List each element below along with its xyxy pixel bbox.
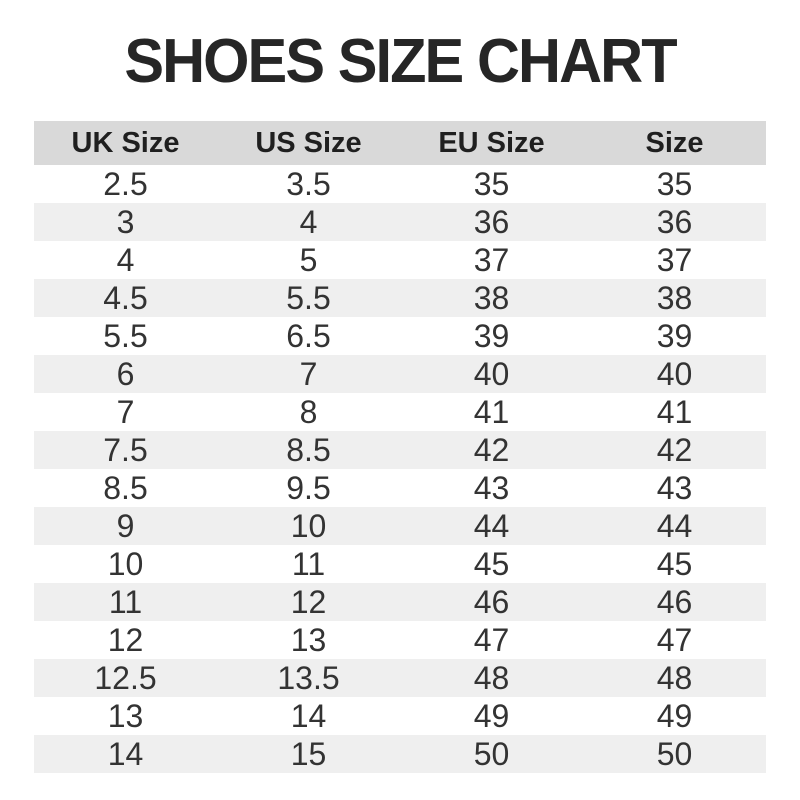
size-cell: 47 [656, 622, 693, 658]
size-cell: 9 [116, 508, 135, 544]
size-cell: 4.5 [103, 280, 148, 316]
size-cell: 37 [473, 242, 510, 278]
header-cell-us-size: US Size [217, 121, 400, 165]
size-cell: 45 [656, 546, 693, 582]
size-cell: 4 [116, 242, 135, 278]
page-title: SHOES SIZE CHART [124, 27, 677, 96]
size-cell: 44 [656, 508, 693, 544]
size-cell: 14 [290, 698, 327, 734]
header-cell-uk-size: UK Size [34, 121, 217, 165]
size-cell: 7 [299, 356, 318, 392]
size-cell: 40 [656, 356, 693, 392]
size-cell: 49 [473, 698, 510, 734]
size-cell: 48 [473, 660, 510, 696]
table-row: 12.5 13.5 48 48 [34, 659, 766, 697]
table-row: 9 10 44 44 [34, 507, 766, 545]
size-cell: 37 [656, 242, 693, 278]
size-cell: 39 [473, 318, 510, 354]
header-cell-eu-size: EU Size [400, 121, 583, 165]
size-cell: 12 [107, 622, 144, 658]
table-row: 3 4 36 36 [34, 203, 766, 241]
size-cell: 6 [116, 356, 135, 392]
size-cell: 38 [473, 280, 510, 316]
size-cell: 7.5 [103, 432, 148, 468]
size-cell: 12.5 [94, 660, 157, 696]
size-cell: 10 [107, 546, 144, 582]
size-cell: 44 [473, 508, 510, 544]
size-cell: 43 [656, 470, 693, 506]
size-cell: 35 [473, 166, 510, 202]
size-cell: 46 [656, 584, 693, 620]
table-body: 2.5 3.5 35 35 3 4 36 36 4 5 37 37 4.5 5.5 38 38 5.5 6.5 39… [34, 165, 766, 773]
size-cell: 36 [473, 204, 510, 240]
table-row: 10 11 45 45 [34, 545, 766, 583]
table-row: 6 7 40 40 [34, 355, 766, 393]
size-cell: 15 [290, 736, 327, 772]
size-cell: 47 [473, 622, 510, 658]
table-row: 7 8 41 41 [34, 393, 766, 431]
table-row: 11 12 46 46 [34, 583, 766, 621]
size-cell: 3.5 [286, 166, 331, 202]
size-cell: 50 [656, 736, 693, 772]
size-cell: 36 [656, 204, 693, 240]
table-row: 4 5 37 37 [34, 241, 766, 279]
table-row: 2.5 3.5 35 35 [34, 165, 766, 203]
size-cell: 11 [108, 584, 143, 620]
size-cell: 41 [473, 394, 510, 430]
size-cell: 45 [473, 546, 510, 582]
size-cell: 10 [290, 508, 327, 544]
size-cell: 8 [299, 394, 318, 430]
size-cell: 13 [107, 698, 144, 734]
size-cell: 7 [116, 394, 135, 430]
header-cell-size: Size [583, 121, 766, 165]
table-header-row: UK Size US Size EU Size Size [34, 121, 766, 165]
size-cell: 3 [116, 204, 135, 240]
size-cell: 8.5 [286, 432, 331, 468]
size-cell: 5.5 [286, 280, 331, 316]
size-cell: 8.5 [103, 470, 148, 506]
size-chart-table: UK Size US Size EU Size Size 2.5 3.5 35 35 3… [34, 121, 766, 773]
size-cell: 13 [290, 622, 327, 658]
size-cell: 4 [299, 204, 318, 240]
table-row: 5.5 6.5 39 39 [34, 317, 766, 355]
size-cell: 5 [299, 242, 318, 278]
size-cell: 38 [656, 280, 693, 316]
size-cell: 2.5 [103, 166, 148, 202]
size-cell: 40 [473, 356, 510, 392]
size-cell: 13.5 [277, 660, 340, 696]
size-cell: 50 [473, 736, 510, 772]
table-row: 13 14 49 49 [34, 697, 766, 735]
size-cell: 43 [473, 470, 510, 506]
size-cell: 49 [656, 698, 693, 734]
size-cell: 39 [656, 318, 693, 354]
size-cell: 42 [656, 432, 693, 468]
size-cell: 5.5 [103, 318, 148, 354]
size-cell: 35 [656, 166, 693, 202]
table-row: 14 15 50 50 [34, 735, 766, 773]
size-cell: 6.5 [286, 318, 331, 354]
size-cell: 9.5 [286, 470, 331, 506]
table-row: 12 13 47 47 [34, 621, 766, 659]
size-cell: 41 [656, 394, 693, 430]
table-row: 4.5 5.5 38 38 [34, 279, 766, 317]
table-row: 7.5 8.5 42 42 [34, 431, 766, 469]
size-cell: 11 [291, 546, 326, 582]
size-cell: 48 [656, 660, 693, 696]
size-cell: 46 [473, 584, 510, 620]
size-cell: 14 [107, 736, 144, 772]
size-cell: 42 [473, 432, 510, 468]
size-cell: 12 [290, 584, 327, 620]
table-row: 8.5 9.5 43 43 [34, 469, 766, 507]
